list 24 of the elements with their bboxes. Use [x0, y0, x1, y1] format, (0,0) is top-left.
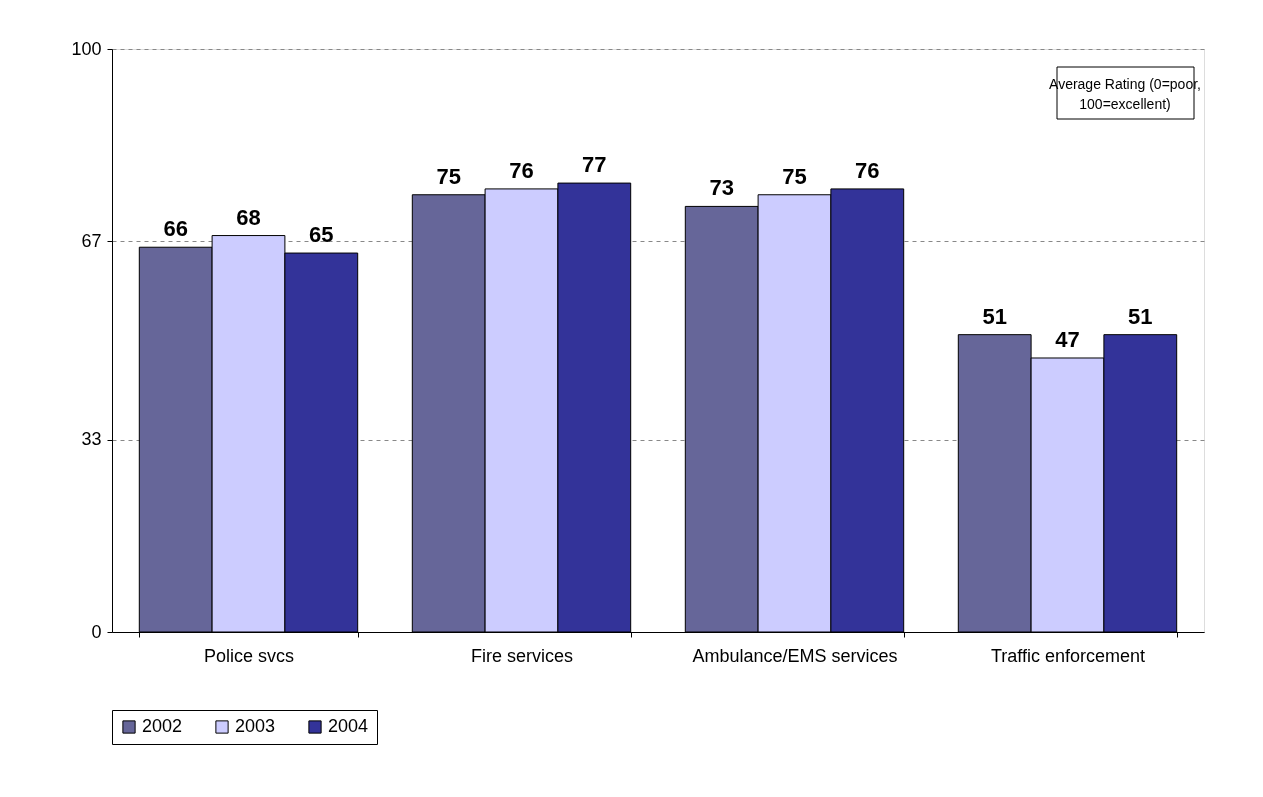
data-label: 66	[163, 216, 188, 242]
y-tick-label: 100	[71, 38, 102, 59]
x-tick-label: Traffic enforcement	[990, 645, 1146, 666]
data-label: 47	[1055, 326, 1080, 352]
legend-label: 2003	[235, 716, 276, 736]
data-label: 76	[509, 157, 534, 183]
data-label: 68	[236, 204, 261, 230]
data-label: 51	[982, 303, 1007, 329]
legend-label: 2002	[142, 716, 183, 736]
data-label: 75	[782, 163, 807, 189]
x-tick-label: Ambulance/EMS services	[692, 645, 898, 666]
data-label: 51	[1128, 303, 1153, 329]
data-label: 65	[309, 222, 334, 248]
annotation: Average Rating (0=poor, 100=excellent)	[1049, 76, 1201, 112]
y-tick-label: 33	[81, 429, 102, 450]
data-label: 75	[436, 163, 461, 189]
legend-label: 2004	[328, 716, 369, 736]
data-label: 73	[709, 175, 734, 201]
y-tick-label: 67	[81, 230, 102, 251]
y-tick-label: 0	[91, 621, 102, 642]
data-label: 76	[855, 157, 880, 183]
data-label: 77	[582, 152, 607, 178]
x-tick-label: Fire services	[470, 645, 574, 666]
x-tick-label: Police svcs	[203, 645, 295, 666]
